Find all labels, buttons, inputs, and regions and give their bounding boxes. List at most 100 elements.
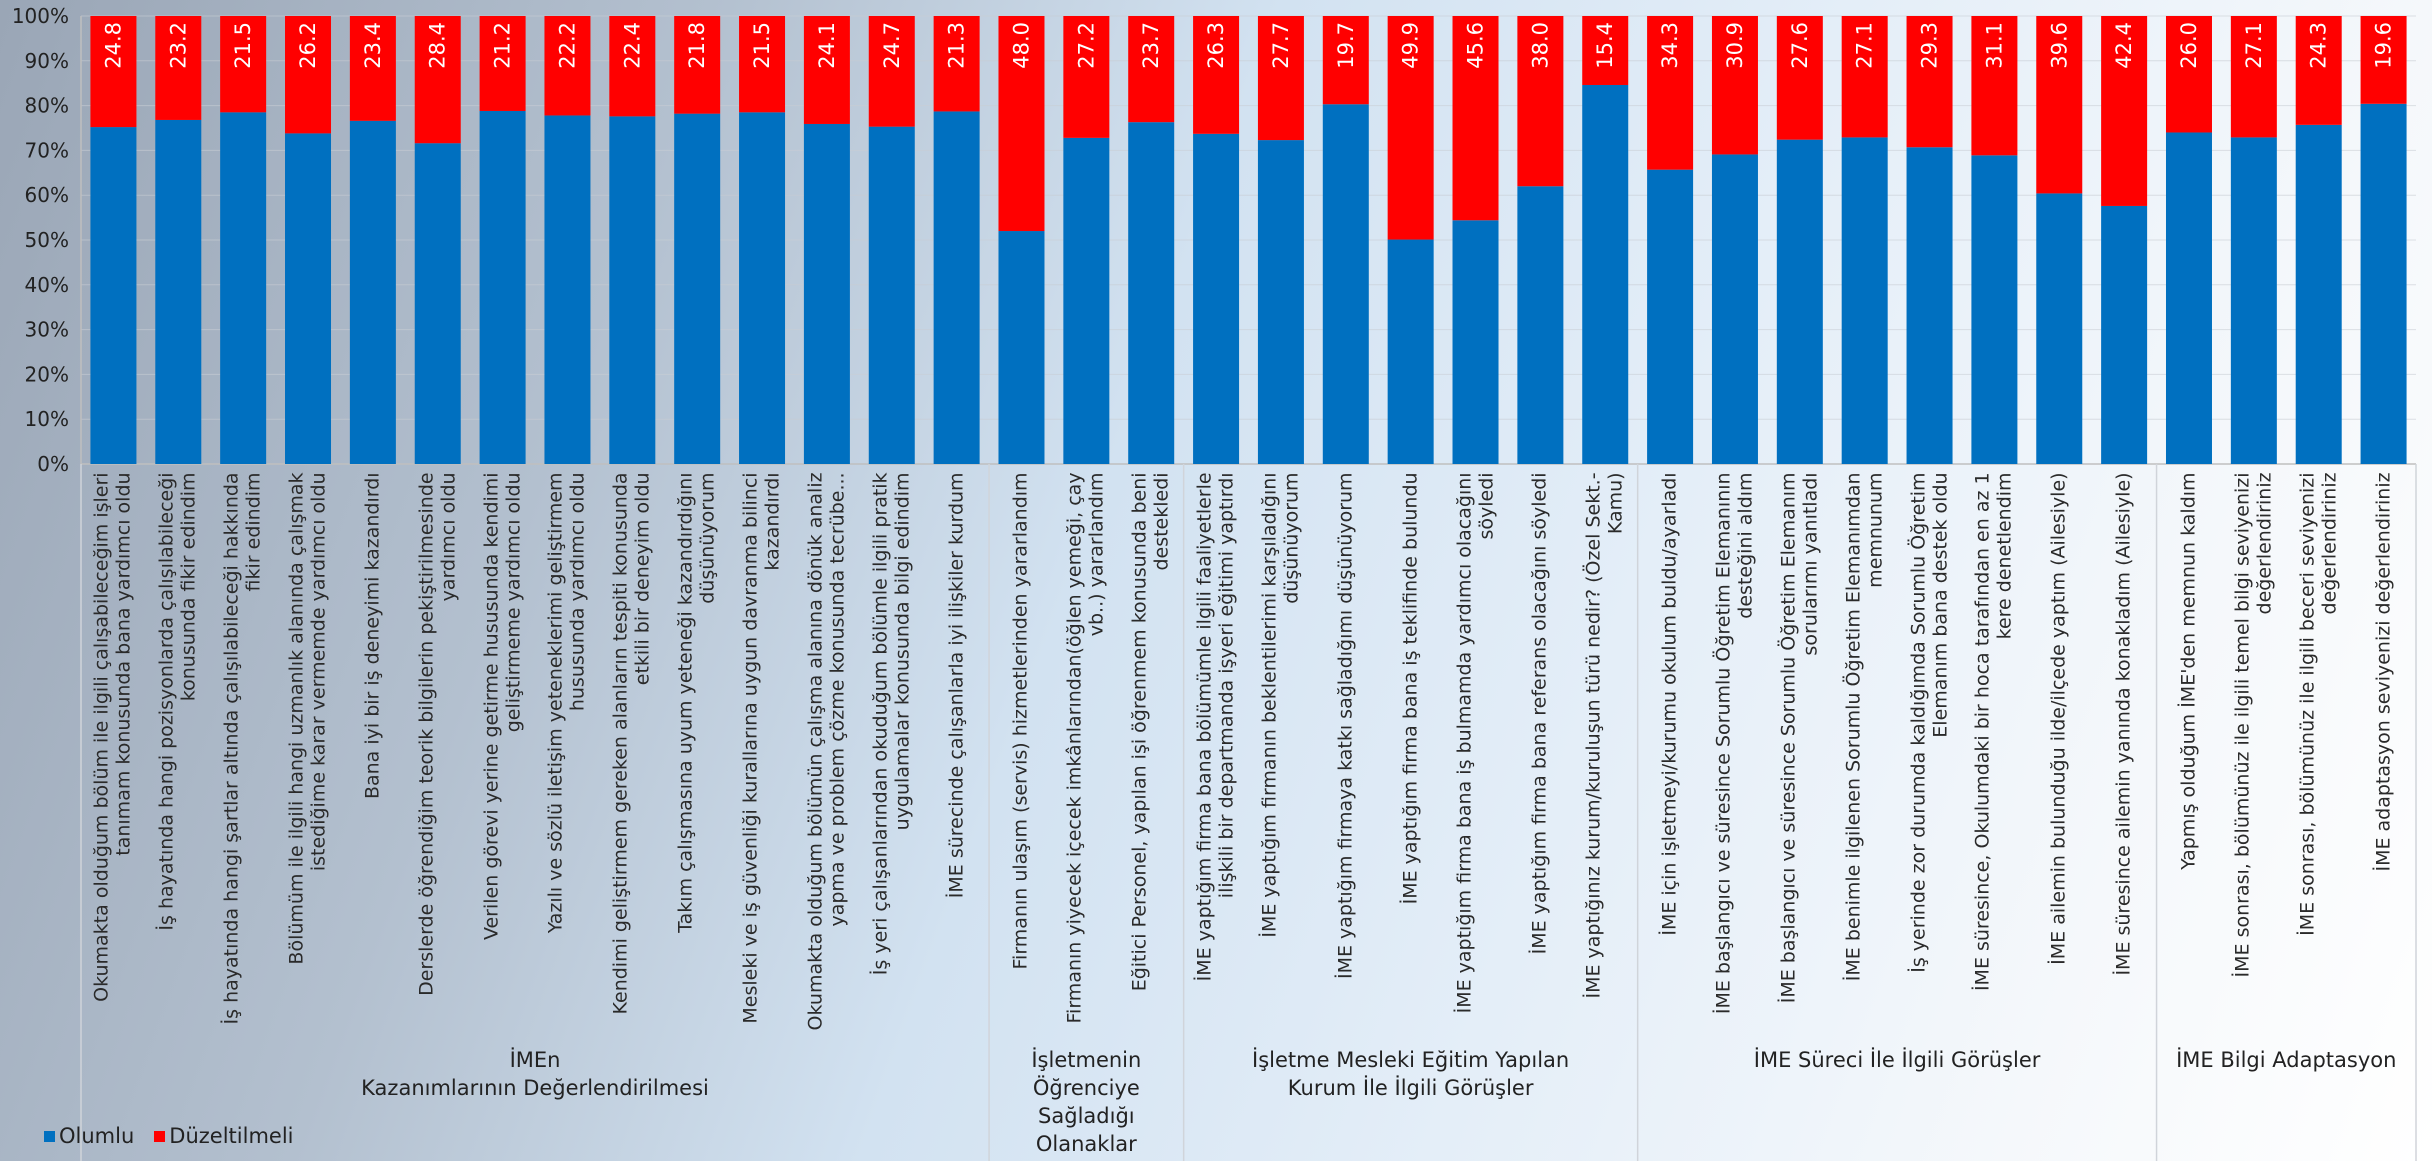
- bar-segment: [1776, 139, 1823, 464]
- bar-segment: [1193, 133, 1240, 464]
- bar-segment: [1193, 16, 1240, 134]
- bar-segment: [2165, 16, 2212, 133]
- value-label: 26.0: [2177, 22, 2201, 69]
- bar-segment: [2360, 103, 2407, 465]
- bar-segment: [479, 110, 526, 464]
- y-tick-label: 30%: [25, 318, 69, 342]
- bar-segment: [1387, 239, 1434, 464]
- x-tick-label: İş hayatında hangi şartlar altında çalış…: [221, 471, 266, 1025]
- value-label: 31.1: [1982, 22, 2006, 69]
- bar-segment: [155, 16, 202, 120]
- bar-segment: [1257, 140, 1304, 464]
- group-label: İME Süreci İle İlgili Görüşler: [1753, 1048, 2041, 1072]
- value-label: 24.8: [101, 22, 125, 69]
- value-label: 27.7: [1269, 22, 1293, 69]
- bar-segment: [998, 231, 1045, 464]
- bar-segment: [1647, 169, 1694, 464]
- bar-segment: [739, 112, 786, 464]
- value-label: 21.5: [231, 22, 255, 69]
- value-label: 21.8: [685, 22, 709, 69]
- bar-segment: [1711, 154, 1758, 464]
- x-tick-label: İş yerinde zor durumda kaldığımda Soruml…: [1907, 471, 1952, 973]
- legend-label: Düzeltilmeli: [169, 1124, 294, 1148]
- bar-segment: [2036, 16, 2083, 194]
- value-label: 19.7: [1334, 22, 1358, 69]
- value-label: 22.2: [555, 22, 579, 69]
- bar-segment: [868, 16, 915, 127]
- value-label: 45.6: [1464, 22, 1488, 69]
- value-label: 22.4: [620, 22, 644, 69]
- value-label: 24.7: [880, 22, 904, 69]
- bar-segment: [2230, 16, 2277, 138]
- bar-segment: [1128, 16, 1175, 123]
- x-tick-label: İME yaptığınız kurum/kuruluşun türü nedi…: [1583, 471, 1628, 999]
- bar-segment: [2295, 124, 2342, 464]
- bar-segment: [1582, 16, 1629, 85]
- value-label: 27.2: [1074, 22, 1098, 69]
- legend-swatch: [44, 1130, 55, 1142]
- x-tick-label: İME için işletmeyi/kurumu okulum buldu/a…: [1659, 471, 1682, 936]
- value-label: 49.9: [1399, 22, 1423, 69]
- bar-segment: [285, 133, 332, 464]
- bar-segment: [1257, 16, 1304, 141]
- y-tick-label: 100%: [12, 4, 69, 28]
- bar-segment: [2165, 132, 2212, 465]
- bar-segment: [1776, 16, 1823, 140]
- bar-segment: [479, 16, 526, 111]
- bar-segment: [1647, 16, 1694, 170]
- bar-segment: [674, 113, 721, 464]
- x-tick-label: İME başlangıcı ve süresince Sorumlu Öğre…: [1777, 471, 1822, 1003]
- x-tick-label: Yapmış olduğum İME'den memnun kaldım: [2177, 471, 2200, 870]
- bar-segment: [349, 120, 396, 464]
- bar-segment: [1582, 84, 1629, 464]
- y-tick-label: 90%: [25, 49, 69, 73]
- bar-segment: [998, 16, 1045, 232]
- bar-segment: [1128, 122, 1175, 465]
- x-tick-label: Mesleki ve iş güvenliği kurallarına uygu…: [740, 471, 785, 1024]
- bar-segment: [2101, 16, 2148, 206]
- legend-item: Düzeltilmeli: [154, 1124, 294, 1148]
- value-label: 48.0: [1009, 22, 1033, 69]
- value-label: 23.7: [1139, 22, 1163, 69]
- y-tick-label: 40%: [25, 273, 69, 297]
- value-label: 27.1: [2242, 22, 2266, 69]
- y-tick-label: 60%: [25, 183, 69, 207]
- bar-segment: [1841, 16, 1888, 138]
- group-label: İşletme Mesleki Eğitim Yapılan Kurum İle…: [1252, 1048, 1570, 1100]
- bar-segment: [739, 16, 786, 113]
- value-label: 19.6: [2372, 22, 2396, 69]
- bar-segment: [220, 112, 267, 464]
- legend-item: Olumlu: [44, 1124, 134, 1148]
- value-label: 28.4: [426, 22, 450, 69]
- x-tick-label: İME başlangıcı ve süresince Sorumlu Öğre…: [1712, 471, 1757, 1014]
- bar-segment: [2101, 205, 2148, 464]
- bar-segment: [933, 111, 980, 464]
- x-tick-label: Bölümüm ile ilgili hangi uzmanlık alanın…: [285, 471, 330, 965]
- bar-segment: [2036, 193, 2083, 464]
- value-label: 42.4: [2112, 22, 2136, 69]
- x-tick-label: Kendimi geliştirmem gereken alanların te…: [610, 471, 655, 1015]
- bar-segment: [544, 16, 591, 116]
- value-label: 29.3: [1918, 22, 1942, 69]
- bar-segment: [414, 143, 461, 464]
- bar-segment: [868, 126, 915, 464]
- bar-segment: [1452, 220, 1499, 464]
- bar-segment: [1517, 186, 1564, 465]
- x-tick-label: İME yaptığım firmaya katkı sağladığımı d…: [1334, 471, 1357, 979]
- bar-segment: [1971, 155, 2018, 464]
- bar-segment: [1971, 16, 2018, 156]
- value-label: 21.2: [491, 22, 515, 69]
- x-tick-label: İME süresince ailemin yanında konakladım…: [2113, 471, 2136, 976]
- bar-segment: [544, 115, 591, 465]
- x-tick-label: İME yaptığım firma bana iş bulmamda yard…: [1453, 471, 1498, 1013]
- value-label: 26.2: [296, 22, 320, 69]
- x-tick-label: Okumakta olduğum bölümün çalışma alanına…: [804, 471, 849, 1031]
- bar-segment: [609, 16, 656, 117]
- value-label: 27.6: [1788, 22, 1812, 69]
- value-label: 27.1: [1853, 22, 1877, 69]
- x-tick-label: Eğitici Personel, yapılan işi öğrenmem k…: [1129, 471, 1174, 991]
- bar-segment: [2230, 137, 2277, 464]
- bar-segment: [220, 16, 267, 113]
